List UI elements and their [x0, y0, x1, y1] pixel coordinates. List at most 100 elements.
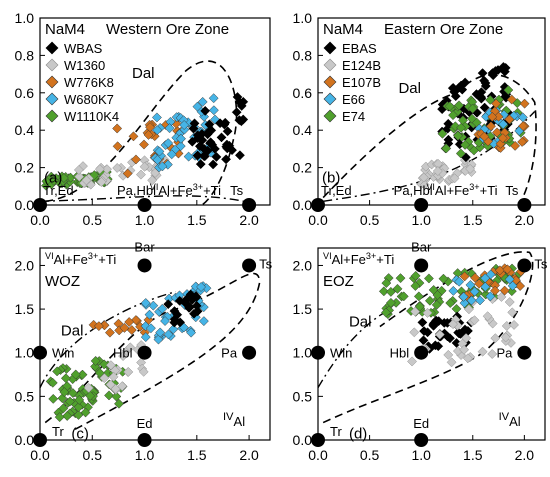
- data-point-e124b: [449, 173, 460, 184]
- dal-field-boundary: [322, 73, 537, 206]
- panel-label: (b): [322, 170, 340, 187]
- dal-field-label: Dal: [398, 80, 421, 97]
- data-point-w680k7: [152, 154, 163, 165]
- data-point-w1110k4: [114, 398, 124, 409]
- x-tick-label: 2.0: [239, 212, 259, 228]
- data-point-e124b: [459, 344, 470, 355]
- data-point-w680k7: [145, 323, 156, 334]
- data-point-wbas: [236, 100, 247, 111]
- plot-frame: [317, 17, 546, 206]
- legend-entry: W1360: [64, 58, 105, 73]
- x-axis-label: VIAl+Fe3++Ti: [150, 182, 221, 198]
- x-tick-label: 2.0: [515, 447, 535, 463]
- y-tick-label: 0.2: [15, 160, 35, 176]
- data-point-w1110k4: [73, 402, 84, 413]
- legend-entry: W776K8: [64, 75, 114, 90]
- data-point-w1110k4: [77, 369, 88, 380]
- legend-marker: [323, 58, 337, 72]
- panel-title: WOZ: [45, 273, 80, 290]
- data-point-e74: [451, 303, 462, 314]
- data-point-wbas: [211, 151, 222, 162]
- data-point-w776k8: [145, 122, 155, 133]
- panel-label: (c): [71, 425, 89, 442]
- data-point-e74: [381, 278, 392, 289]
- panel-d: 0.0 0.5 1.0 1.5 2.0 0.0 0.5 1.0 1.5 2.0 Tr Ed Win Hbl…: [293, 239, 548, 463]
- data-point-e74: [410, 270, 421, 281]
- data-point-e74: [468, 145, 479, 156]
- data-point-e124b: [509, 319, 519, 330]
- plot-frame: [39, 247, 271, 441]
- legend-marker: [45, 92, 59, 106]
- data-point-ebas: [480, 81, 491, 91]
- y-tick-label: 0.0: [293, 432, 313, 448]
- data-point-e124b: [448, 319, 458, 330]
- y-tick-label: 0.4: [15, 122, 35, 138]
- data-point-wbas: [231, 107, 242, 118]
- data-point-w680k7: [166, 149, 177, 160]
- data-point-e74: [460, 139, 471, 150]
- data-point-e66: [454, 276, 465, 287]
- data-point-w1110k4: [80, 407, 91, 418]
- endmember-label: Pa,Hbl: [117, 183, 156, 198]
- data-point-e66: [465, 280, 476, 290]
- data-point-e66: [466, 295, 477, 306]
- endmember-marker: [137, 433, 152, 447]
- endmember-marker: [414, 258, 429, 273]
- legend-entry: WBAS: [64, 41, 103, 56]
- data-point-w1110k4: [104, 390, 114, 401]
- data-point-w776k8: [126, 325, 137, 335]
- data-point-wbas: [188, 123, 199, 134]
- endmember-label: Pa,Hbl: [394, 183, 433, 198]
- x-axis-label: VIAl+Fe3++Ti: [426, 182, 497, 198]
- data-point-ebas: [477, 68, 488, 79]
- endmember-label: Hbl: [390, 346, 410, 361]
- data-point-wbas: [174, 295, 185, 306]
- data-point-w776k8: [131, 154, 141, 165]
- panel-label: (d): [349, 425, 367, 442]
- data-point-w776k8: [122, 168, 133, 179]
- legend-marker: [323, 75, 337, 89]
- endmember-marker: [311, 433, 325, 447]
- dash-dot-line: [317, 308, 391, 388]
- endmember-marker: [242, 345, 257, 360]
- data-point-w1110k4: [60, 373, 71, 384]
- data-point-e124b: [422, 307, 433, 318]
- data-point-ebas: [443, 118, 454, 129]
- x-tick-label: 0.0: [30, 212, 50, 228]
- data-point-e124b: [462, 353, 473, 364]
- data-point-wbas: [192, 150, 203, 161]
- data-point-w1110k4: [58, 173, 69, 183]
- data-point-w680k7: [144, 309, 155, 320]
- legend: EBAS E124B E107B E66 E74: [323, 41, 381, 124]
- data-point-w680k7: [163, 138, 174, 149]
- data-point-wbas: [208, 159, 219, 170]
- data-point-e74: [378, 286, 389, 297]
- legend-entry: EBAS: [342, 41, 377, 56]
- data-point-e124b: [461, 333, 472, 344]
- data-point-e66: [458, 291, 469, 302]
- endmember-label: Tr: [52, 424, 64, 439]
- x-tick-label: 0.0: [30, 447, 50, 463]
- y-tick-label: 0.5: [293, 388, 313, 404]
- data-point-ebas: [488, 70, 499, 81]
- data-point-e124b: [443, 349, 454, 360]
- x-tick-label: 1.5: [463, 212, 483, 228]
- data-point-w1110k4: [47, 377, 58, 388]
- data-point-e124b: [487, 349, 498, 359]
- data-point-w776k8: [124, 317, 135, 327]
- endmember-label: Tr,Ed: [43, 183, 74, 198]
- endmember-label: Pa: [496, 346, 513, 361]
- data-point-wbas: [203, 127, 214, 137]
- y-tick-label: 0.6: [15, 85, 35, 101]
- data-point-e74: [441, 143, 452, 154]
- data-point-e124b: [477, 346, 488, 357]
- data-point-e107b: [474, 278, 485, 289]
- panel-a: 0.0 0.5 1.0 1.5 2.0 0.0 0.2 0.4 0.6 0.8 1.0 Tr,Ed Pa…: [15, 10, 271, 228]
- data-point-w1110k4: [89, 170, 100, 181]
- x-tick-label: 1.0: [411, 447, 431, 463]
- data-point-w680k7: [176, 133, 186, 144]
- data-point-e74: [437, 128, 448, 139]
- data-point-wbas: [163, 299, 174, 310]
- data-point-ebas: [499, 66, 510, 77]
- x-tick-label: 0.5: [83, 212, 103, 228]
